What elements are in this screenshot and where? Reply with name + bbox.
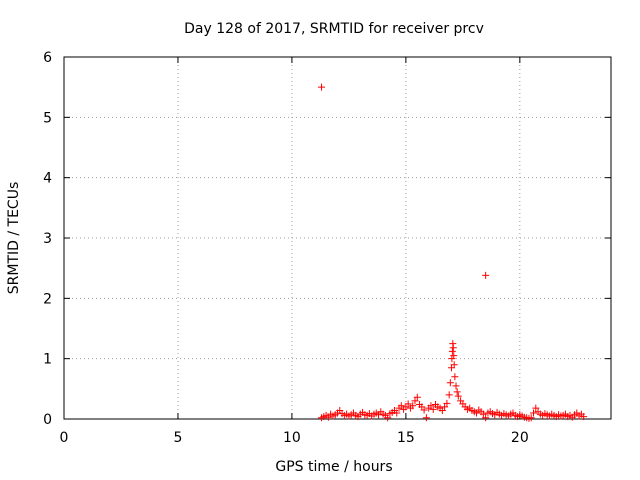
data-point: [482, 414, 490, 422]
data-point: [450, 352, 458, 360]
data-point: [532, 404, 540, 412]
data-point: [448, 347, 456, 355]
y-axis-label: SRMTID / TECUs: [6, 182, 22, 295]
data-point: [384, 414, 392, 422]
chart-title: Day 128 of 2017, SRMTID for receiver prc…: [184, 21, 484, 37]
y-tick-label: 2: [43, 291, 52, 307]
data-point: [530, 409, 538, 417]
data-point: [482, 271, 490, 279]
y-tick-label: 5: [43, 110, 52, 126]
data-point: [318, 83, 326, 91]
data-point: [479, 410, 487, 418]
data-point: [580, 413, 588, 421]
x-tick-label: 15: [397, 430, 415, 446]
y-tick-label: 6: [43, 50, 52, 66]
data-point: [452, 382, 460, 390]
y-tick-label: 0: [43, 412, 52, 428]
data-point: [454, 392, 462, 400]
x-tick-label: 5: [173, 430, 182, 446]
x-tick-label: 20: [511, 430, 529, 446]
data-point: [393, 409, 401, 417]
y-tick-label: 1: [43, 352, 52, 368]
data-point: [451, 373, 459, 381]
data-point: [453, 388, 461, 396]
data-point: [448, 355, 456, 363]
data-point: [413, 393, 421, 401]
x-tick-label: 10: [283, 430, 301, 446]
data-point: [438, 407, 446, 415]
data-point: [420, 406, 428, 414]
x-tick-label: 0: [60, 430, 69, 446]
data-point: [527, 414, 535, 422]
data-point: [411, 397, 419, 405]
data-point: [429, 405, 437, 413]
data-point: [450, 361, 458, 369]
data-point: [446, 379, 454, 387]
data-point: [409, 402, 417, 410]
y-tick-label: 4: [43, 171, 52, 187]
data-point: [441, 403, 449, 411]
data-point: [443, 399, 451, 407]
data-point: [397, 402, 405, 410]
data-point: [427, 402, 435, 410]
data-point: [422, 414, 430, 422]
data-points: [318, 83, 588, 422]
axis-ticks: 0 5 10 15 20 0 1 2 3 4 5 6: [43, 50, 611, 446]
grid: [64, 57, 611, 419]
y-tick-label: 3: [43, 231, 52, 247]
x-axis-label: GPS time / hours: [275, 459, 392, 475]
data-point: [445, 391, 453, 399]
data-point: [404, 400, 412, 408]
data-point: [449, 344, 457, 352]
